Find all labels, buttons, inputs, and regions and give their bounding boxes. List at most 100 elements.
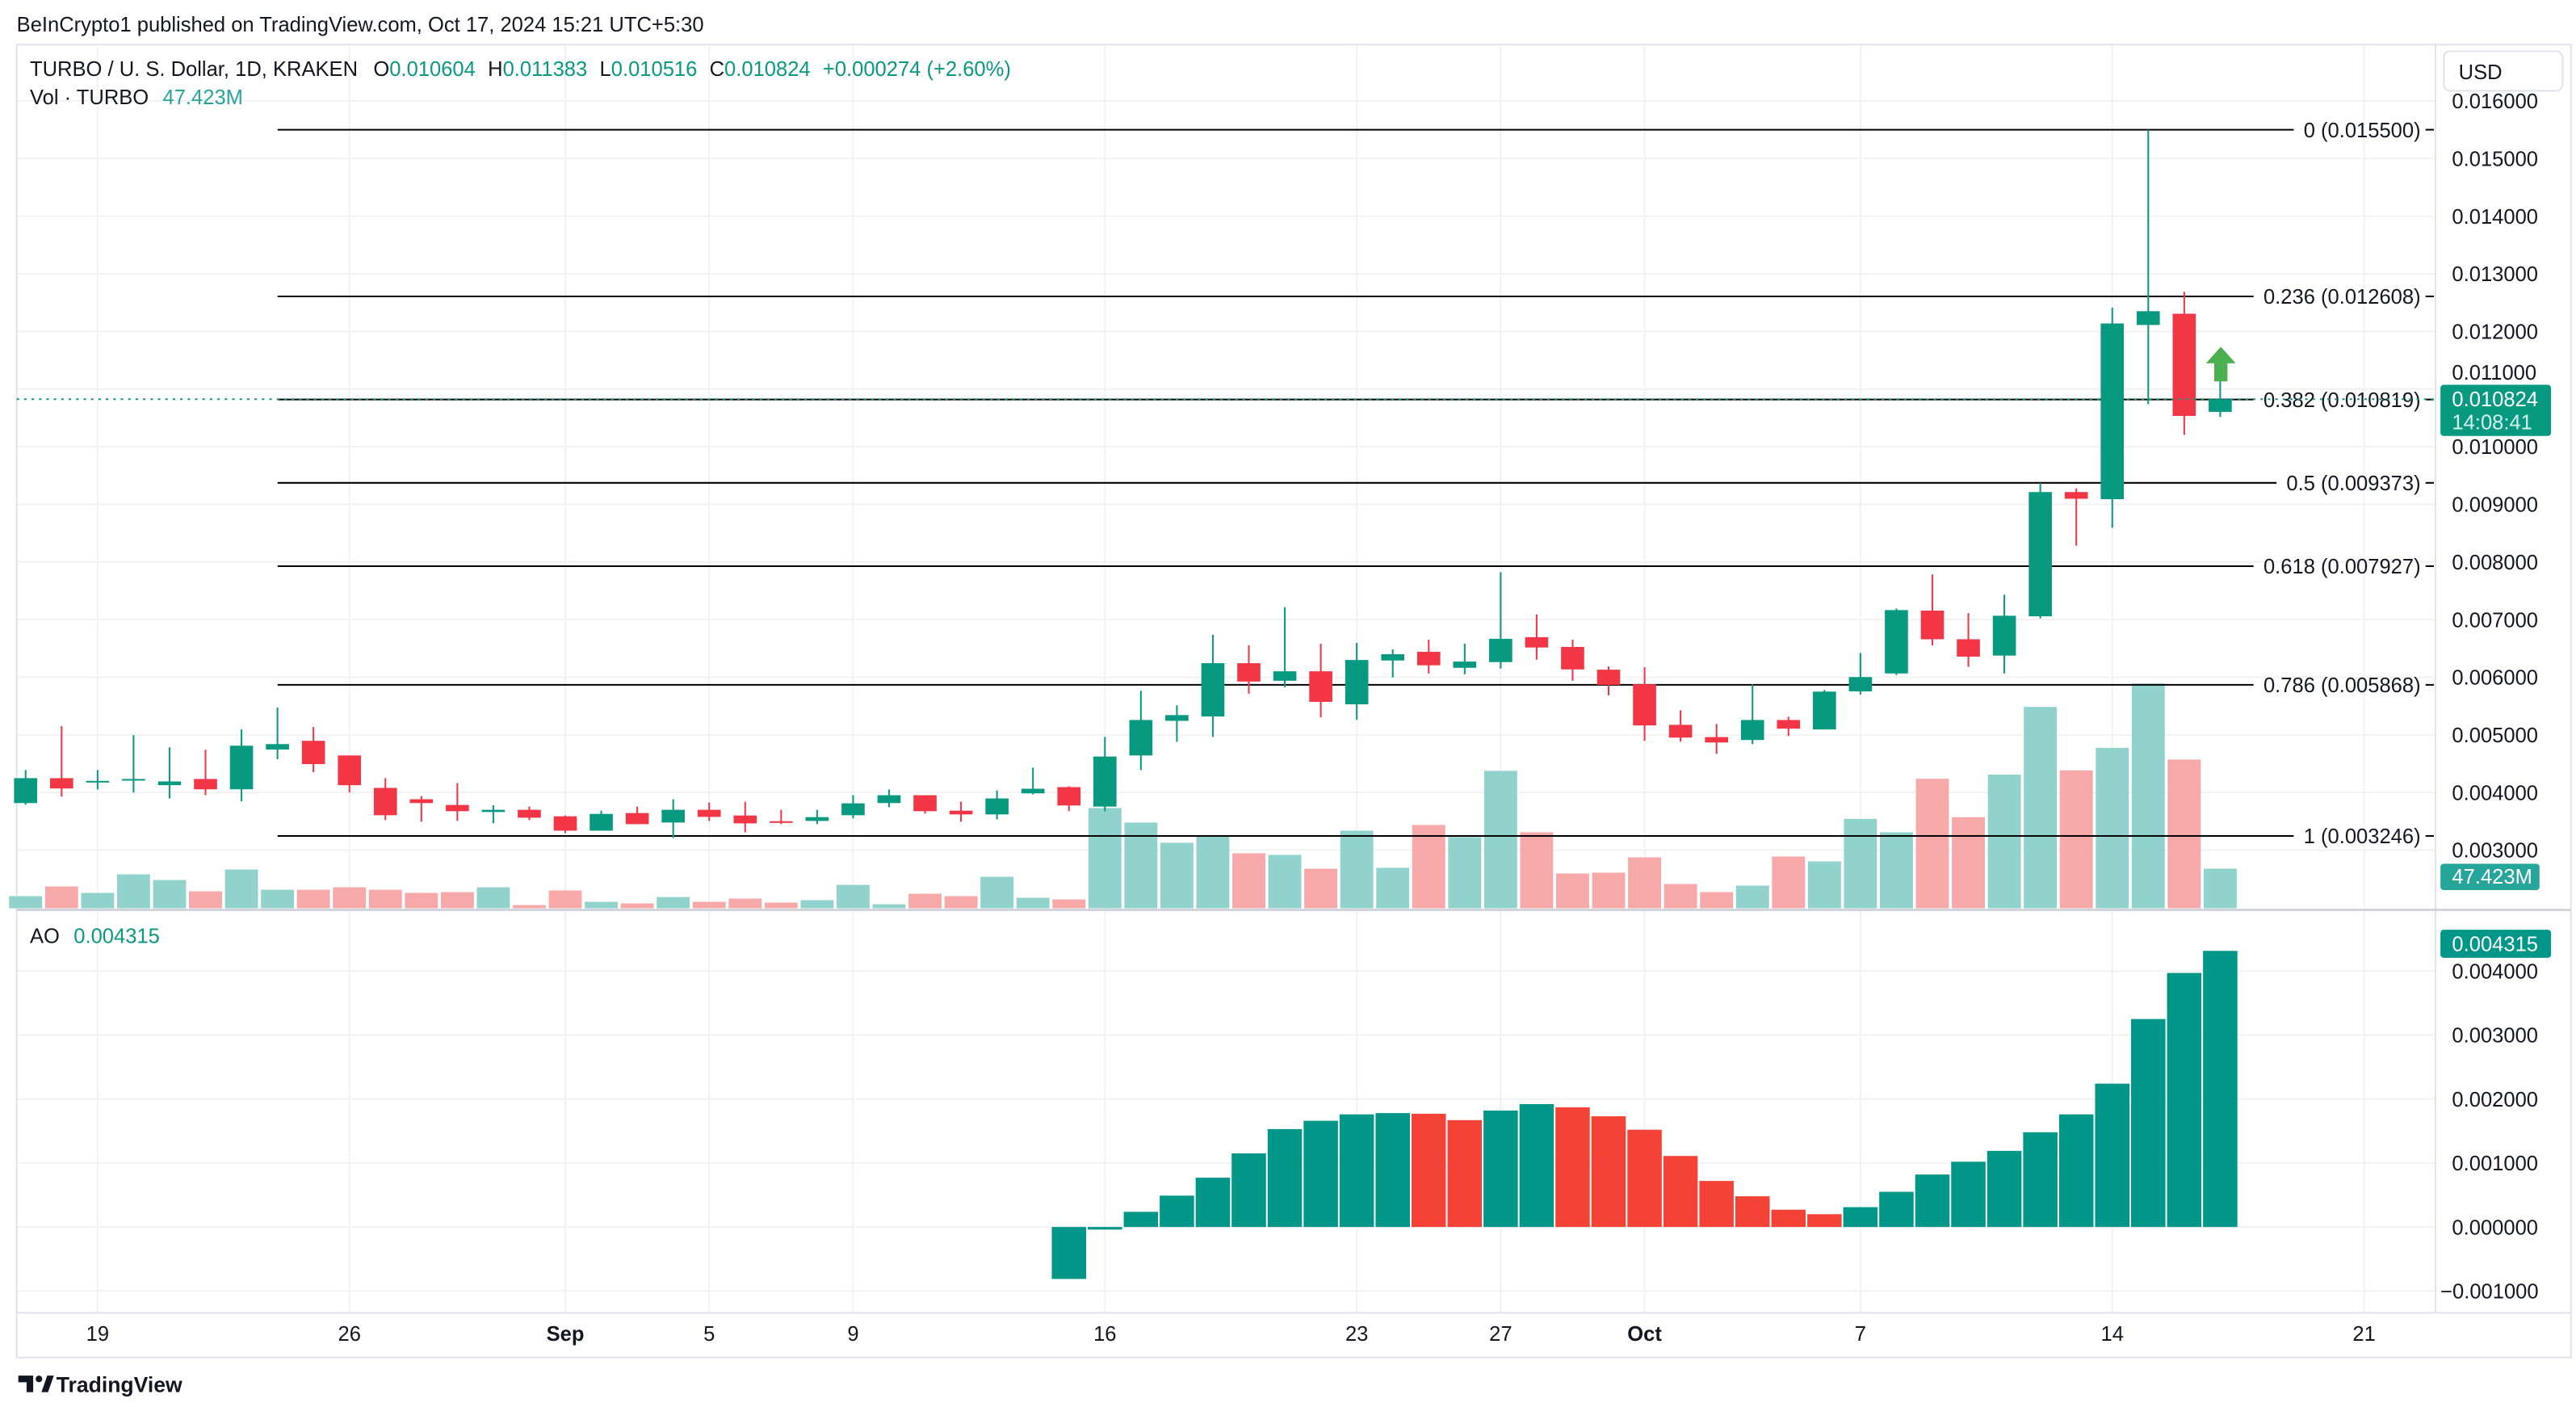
volume-bar bbox=[1807, 861, 1841, 909]
candle-body bbox=[1525, 636, 1549, 648]
high-value: 0.011383 bbox=[503, 58, 588, 81]
candles bbox=[14, 129, 2232, 838]
ao-badge: 0.004315 bbox=[2440, 930, 2552, 958]
volume-bar bbox=[1268, 855, 1302, 909]
close-label: C bbox=[710, 58, 724, 81]
candle-body bbox=[1561, 646, 1584, 670]
time-tick-label: 23 bbox=[1345, 1323, 1368, 1346]
volume-bar bbox=[476, 887, 510, 909]
volume-bar bbox=[2131, 683, 2165, 909]
time-tick-label: 26 bbox=[338, 1323, 360, 1346]
volume-bar bbox=[405, 892, 438, 909]
volume-bars bbox=[9, 683, 2237, 909]
volume-bar bbox=[944, 896, 978, 909]
tradingview-logo[interactable]: TradingView bbox=[18, 1373, 183, 1397]
fib-level-label: 0.5 (0.009373) bbox=[2286, 472, 2420, 495]
ao-axis[interactable]: 0.004000 0.003000 0.002000 0.001000 0.000000… bbox=[2440, 960, 2538, 1303]
candle bbox=[805, 809, 829, 825]
volume-bar bbox=[548, 890, 582, 909]
candle bbox=[949, 801, 973, 822]
ao-bar bbox=[1447, 1119, 1483, 1228]
volume-bar bbox=[440, 892, 474, 909]
volume-bar bbox=[908, 893, 942, 909]
symbol-legend[interactable]: TURBO / U. S. Dollar, 1D, KRAKEN O0.0106… bbox=[30, 58, 1011, 81]
volume-label: Vol · TURBO bbox=[30, 86, 149, 109]
volume-legend[interactable]: Vol · TURBO 47.423M bbox=[30, 86, 243, 109]
volume-bar bbox=[836, 884, 870, 909]
candle-body bbox=[1201, 663, 1225, 717]
candle-body bbox=[2100, 323, 2125, 500]
volume-bar bbox=[585, 901, 619, 909]
time-tick-label: 9 bbox=[847, 1323, 858, 1346]
candle bbox=[1561, 639, 1584, 681]
time-tick-label: 14 bbox=[2101, 1323, 2124, 1346]
candle bbox=[661, 799, 685, 838]
volume-bar bbox=[800, 900, 834, 909]
price-axis[interactable]: 0.016000 0.015000 0.014000 0.013000 0.012000… bbox=[2452, 90, 2538, 863]
candle bbox=[733, 801, 757, 833]
candle-body bbox=[1489, 638, 1512, 662]
volume-bar bbox=[368, 889, 402, 909]
ao-bar bbox=[1375, 1113, 1410, 1228]
candle-body bbox=[157, 781, 182, 786]
ao-bar bbox=[1879, 1191, 1914, 1228]
candle bbox=[157, 747, 182, 799]
time-axis[interactable]: 19 26 Sep 5 9 16 23 27 Oct 7 14 21 bbox=[86, 1323, 2376, 1346]
fib-level-label: 1 (0.003246) bbox=[2304, 825, 2421, 848]
candle bbox=[1668, 710, 1693, 742]
candle-body bbox=[805, 817, 829, 821]
low-label: L bbox=[600, 58, 611, 81]
volume-bar bbox=[1879, 832, 1913, 909]
fib-retracement[interactable]: 0 (0.015500) 0.236 (0.012608) 0.382 (0.010… bbox=[277, 120, 2434, 848]
price-tick-label: 0.009000 bbox=[2452, 494, 2538, 517]
ao-legend[interactable]: AO 0.004315 bbox=[30, 925, 160, 947]
candle bbox=[373, 778, 397, 821]
open-label: O bbox=[373, 58, 389, 81]
ao-bar bbox=[1771, 1209, 1806, 1228]
volume-bar bbox=[116, 874, 150, 909]
time-tick-label: Sep bbox=[547, 1323, 585, 1346]
candle bbox=[86, 770, 110, 790]
volume-bar bbox=[1196, 835, 1230, 909]
candle bbox=[1705, 724, 1728, 754]
candle bbox=[49, 726, 73, 797]
volume-bar bbox=[1052, 899, 1086, 909]
ao-tick-label: 0.004000 bbox=[2452, 960, 2538, 983]
candle-body bbox=[86, 780, 110, 783]
ao-bar bbox=[1555, 1107, 1590, 1228]
candle-body bbox=[1957, 639, 1980, 657]
ao-bar bbox=[2131, 1018, 2166, 1228]
candle bbox=[1848, 653, 1873, 695]
candle-body bbox=[1813, 691, 1836, 730]
volume-bar bbox=[1483, 771, 1517, 909]
candle bbox=[1777, 716, 1801, 737]
ao-bar bbox=[2167, 972, 2202, 1228]
currency-button-bg[interactable] bbox=[2443, 50, 2564, 92]
ao-tick-label: 0.003000 bbox=[2452, 1025, 2538, 1048]
volume-bar bbox=[1700, 892, 1734, 909]
candle-body bbox=[373, 788, 397, 816]
candle-body bbox=[2136, 311, 2160, 326]
currency-label: USD bbox=[2459, 61, 2503, 84]
candle-body bbox=[2172, 313, 2196, 416]
fib-level-label: 0.382 (0.010819) bbox=[2263, 389, 2421, 412]
volume-bar bbox=[1520, 832, 1554, 909]
currency-button[interactable]: USD bbox=[2443, 50, 2564, 92]
candle-body bbox=[2064, 492, 2088, 499]
candle bbox=[841, 795, 865, 819]
price-tick-label: 0.010000 bbox=[2452, 436, 2538, 459]
price-tick-label: 0.014000 bbox=[2452, 206, 2538, 229]
candle-body bbox=[1848, 677, 1873, 691]
candle-body bbox=[338, 755, 362, 786]
ao-bar bbox=[1807, 1214, 1842, 1228]
candle-body bbox=[1416, 652, 1441, 666]
candle bbox=[1309, 643, 1332, 718]
candle bbox=[1416, 639, 1441, 674]
candle-body bbox=[949, 810, 973, 815]
candle bbox=[1237, 645, 1261, 694]
candle bbox=[229, 729, 254, 802]
candle bbox=[770, 809, 793, 825]
candle-body bbox=[913, 795, 937, 812]
low-value: 0.010516 bbox=[611, 58, 698, 81]
